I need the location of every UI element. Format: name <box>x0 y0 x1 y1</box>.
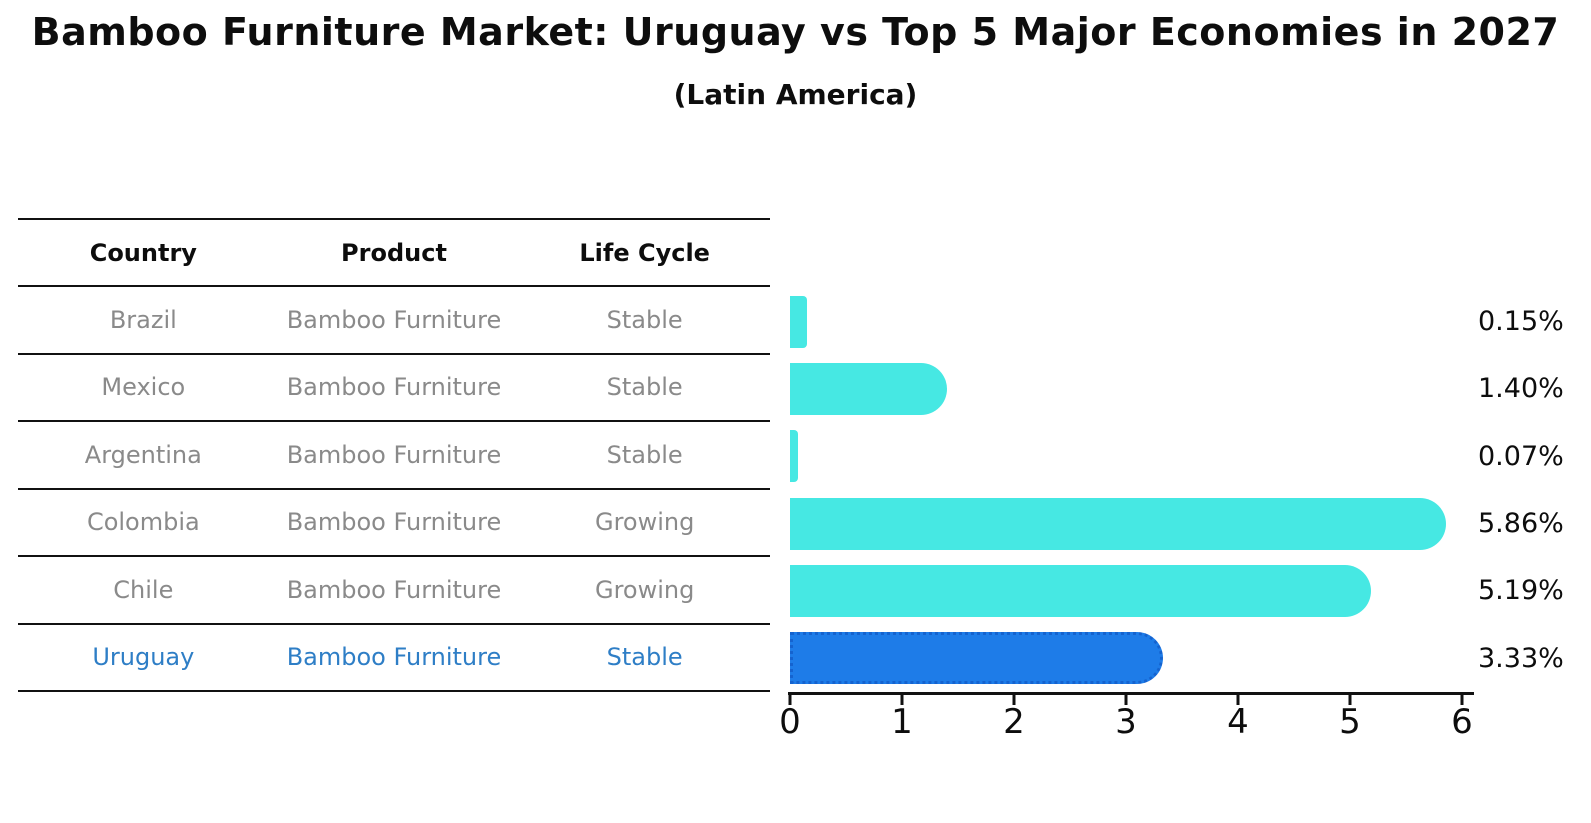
x-axis-tick-label: 6 <box>1451 702 1473 742</box>
x-axis-tick-label: 2 <box>1003 702 1025 742</box>
chart-title: Bamboo Furniture Market: Uruguay vs Top … <box>31 10 1560 54</box>
bar <box>790 497 1447 550</box>
x-axis-tick-label: 5 <box>1339 702 1361 742</box>
bar-plot <box>790 288 1462 692</box>
x-axis-tick <box>1124 692 1128 705</box>
x-axis-tick-label: 0 <box>779 702 801 742</box>
bar-slot <box>790 490 1462 557</box>
x-axis-tick-label: 4 <box>1227 702 1249 742</box>
cell-life-cycle: Growing <box>594 508 695 537</box>
table-row: Brazil Bamboo Furniture Stable <box>18 286 770 354</box>
bar-value-label: 0.07% <box>1478 440 1564 472</box>
bar-value-label: 5.19% <box>1478 575 1564 607</box>
x-axis-tick <box>1460 692 1464 705</box>
bar <box>790 362 947 415</box>
cell-country: Uruguay <box>92 643 195 672</box>
bar-slot <box>790 288 1462 355</box>
column-header-product: Product <box>341 238 447 267</box>
bar <box>790 295 807 348</box>
bar-value-label: 5.86% <box>1478 508 1564 540</box>
cell-life-cycle: Stable <box>606 440 683 469</box>
bar-value-label: 0.15% <box>1478 306 1564 338</box>
x-axis-ticks <box>788 692 1464 706</box>
table-row: Colombia Bamboo Furniture Growing <box>18 489 770 556</box>
cell-product: Bamboo Furniture <box>286 508 502 537</box>
cell-life-cycle: Stable <box>606 305 683 334</box>
cell-country: Colombia <box>86 508 200 537</box>
cell-life-cycle: Stable <box>606 643 683 672</box>
cell-product: Bamboo Furniture <box>286 373 502 402</box>
cell-product: Bamboo Furniture <box>286 440 502 469</box>
x-axis-tick-label: 3 <box>1115 702 1137 742</box>
x-axis-tick <box>1348 692 1352 705</box>
x-axis-tick <box>1236 692 1240 705</box>
bar <box>790 564 1372 617</box>
cell-life-cycle: Stable <box>606 373 683 402</box>
cell-product: Bamboo Furniture <box>286 575 502 604</box>
column-header-country: Country <box>89 238 197 267</box>
table-header-row: Country Product Life Cycle <box>18 219 770 286</box>
bar-slot <box>790 355 1462 422</box>
bar-slot <box>790 423 1462 490</box>
cell-country: Brazil <box>109 305 177 334</box>
chart-subtitle: (Latin America) <box>673 78 918 111</box>
x-axis-tick-labels: 0 1 2 3 4 5 6 <box>779 702 1473 748</box>
cell-country: Chile <box>113 575 174 604</box>
table-row: Chile Bamboo Furniture Growing <box>18 556 770 624</box>
bar <box>790 430 798 483</box>
bar-highlighted <box>790 632 1163 685</box>
x-axis-tick <box>788 692 792 705</box>
column-header-life-cycle: Life Cycle <box>579 238 710 267</box>
x-axis-tick <box>1012 692 1016 705</box>
bar-value-label: 3.33% <box>1478 642 1564 674</box>
x-axis-tick <box>900 692 904 705</box>
country-table: Country Product Life Cycle Brazil Bamboo … <box>18 218 770 692</box>
table-row: Uruguay Bamboo Furniture Stable <box>18 624 770 691</box>
table-header: Country Product Life Cycle <box>18 219 770 286</box>
cell-product: Bamboo Furniture <box>286 305 502 334</box>
table-row: Argentina Bamboo Furniture Stable <box>18 421 770 489</box>
bar-slot <box>790 557 1462 624</box>
x-axis-line <box>788 692 1474 695</box>
bar-value-label: 1.40% <box>1478 373 1564 405</box>
cell-life-cycle: Growing <box>594 575 695 604</box>
table-body: Brazil Bamboo Furniture Stable Mexico Bamboo… <box>18 286 770 691</box>
bar-slot <box>790 625 1462 692</box>
cell-product: Bamboo Furniture <box>286 643 502 672</box>
cell-country: Mexico <box>101 373 186 402</box>
x-axis-tick-label: 1 <box>891 702 913 742</box>
table-row: Mexico Bamboo Furniture Stable <box>18 354 770 421</box>
cell-country: Argentina <box>84 440 202 469</box>
